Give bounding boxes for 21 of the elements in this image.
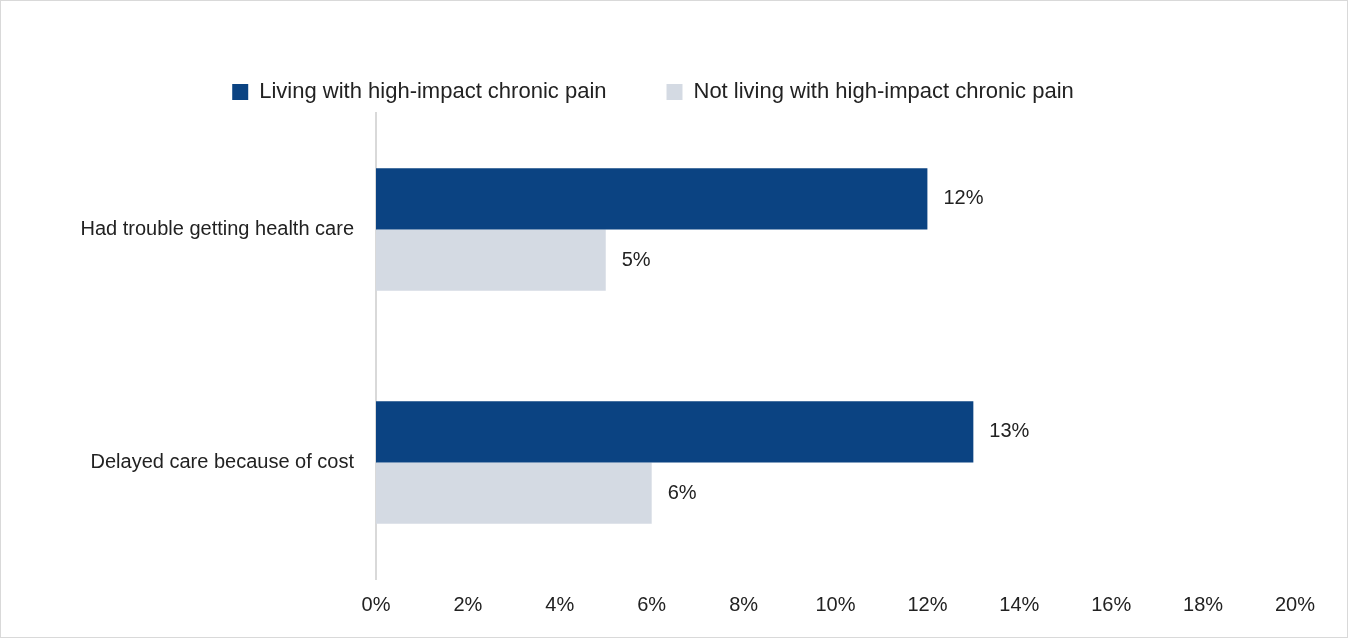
- x-tick-label: 18%: [1183, 592, 1224, 615]
- x-tick-label: 14%: [999, 592, 1040, 615]
- legend-label: Not living with high-impact chronic pain: [693, 78, 1074, 104]
- bar: [376, 401, 974, 463]
- legend-label: Living with high-impact chronic pain: [259, 78, 607, 104]
- y-tick-label: Delayed care because of cost: [90, 450, 355, 473]
- bar: [376, 168, 928, 230]
- x-tick-label: 2%: [453, 592, 483, 615]
- data-label: 13%: [989, 419, 1030, 442]
- x-tick-label: 12%: [907, 592, 948, 615]
- data-label: 12%: [943, 186, 984, 209]
- data-label: 6%: [667, 480, 697, 503]
- x-tick-label: 6%: [637, 592, 667, 615]
- x-tick-label: 10%: [815, 592, 856, 615]
- x-tick-label: 0%: [361, 592, 391, 615]
- x-tick-label: 16%: [1091, 592, 1132, 615]
- y-tick-label: Had trouble getting health care: [80, 217, 354, 240]
- x-tick-label: 4%: [545, 592, 575, 615]
- data-label: 5%: [621, 247, 651, 270]
- x-tick-label: 8%: [729, 592, 759, 615]
- x-tick-label: 20%: [1274, 592, 1316, 615]
